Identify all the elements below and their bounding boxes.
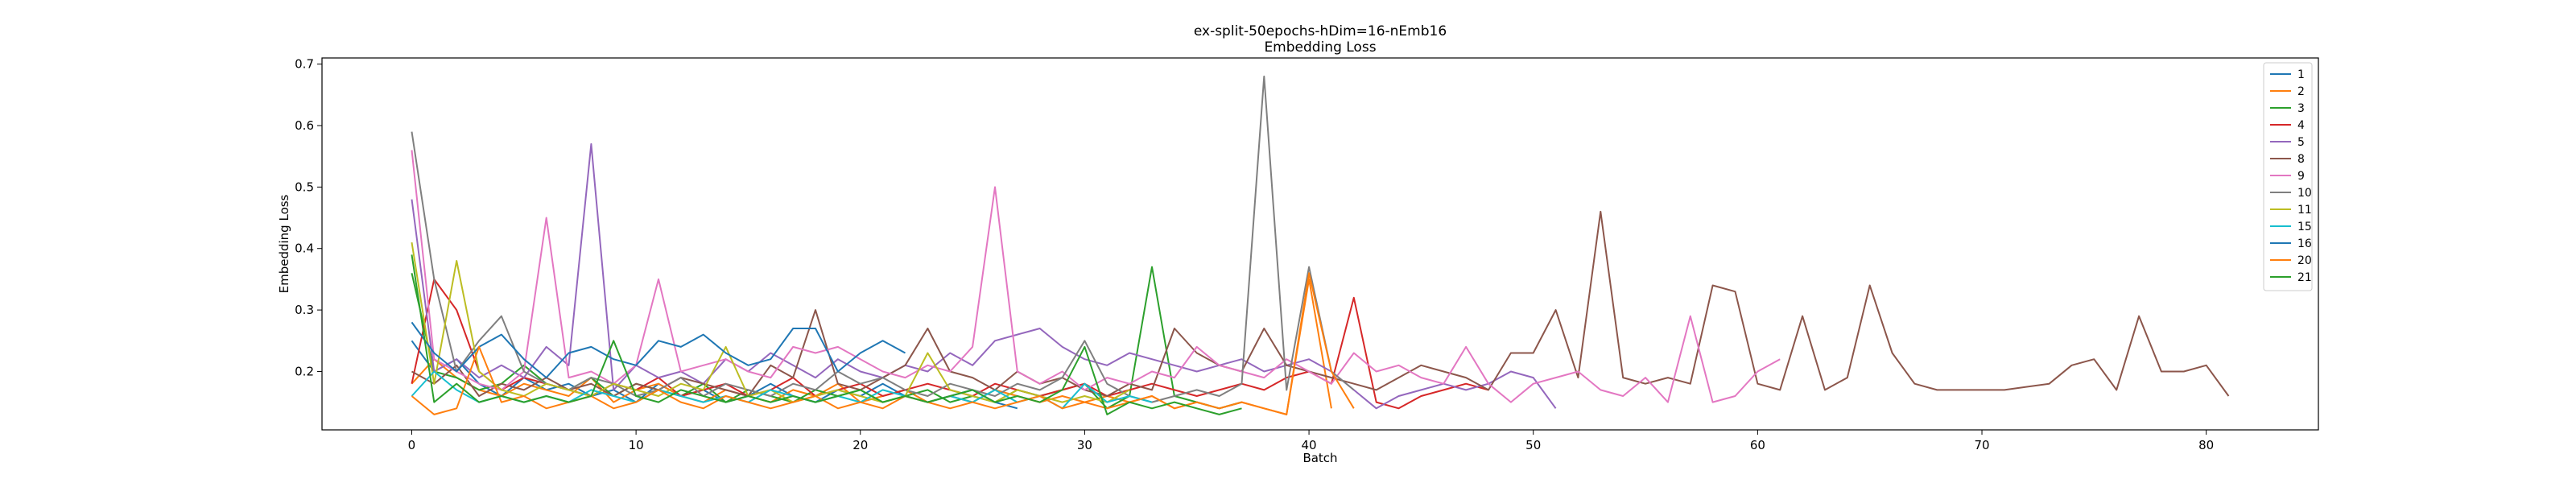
- legend-label: 2: [2297, 85, 2305, 98]
- series-line-5: [411, 142, 1557, 410]
- chart-subtitle: Embedding Loss: [1264, 39, 1376, 56]
- legend-label: 11: [2297, 204, 2312, 217]
- legend-label: 8: [2297, 153, 2305, 166]
- legend: 1 2 3 4 5 8 9 10 11 15 16 20 21: [2263, 62, 2313, 291]
- legend-label: 20: [2297, 254, 2312, 267]
- x-tick-label: 20: [852, 438, 868, 452]
- legend-label: 3: [2297, 102, 2305, 115]
- series-line-8: [411, 210, 2230, 397]
- x-tick-label: 50: [1525, 438, 1541, 452]
- series-line-21: [411, 254, 1242, 415]
- y-tick-label: 0.5: [295, 180, 314, 194]
- x-tick-label: 10: [629, 438, 644, 452]
- plot-frame: [321, 57, 2319, 431]
- x-tick-label: 70: [1974, 438, 1989, 452]
- legend-label: 5: [2297, 136, 2305, 149]
- legend-label: 15: [2297, 221, 2312, 233]
- x-axis-title: Batch: [1302, 451, 1337, 465]
- y-tick-label: 0.7: [295, 57, 314, 72]
- series-line-16: [411, 321, 906, 379]
- legend-label: 21: [2297, 271, 2312, 284]
- y-tick-label: 0.3: [295, 303, 314, 317]
- legend-label: 4: [2297, 119, 2305, 132]
- legend-label: 16: [2297, 237, 2312, 250]
- y-tick-label: 0.4: [295, 242, 314, 256]
- x-axis: 0 10 20 30 40 50 60 70 80: [408, 430, 2214, 452]
- y-axis: 0.2 0.3 0.4 0.5 0.6 0.7: [295, 57, 322, 378]
- legend-label: 1: [2297, 68, 2305, 81]
- chart-title: ex-split-50epochs-hDim=16-nEmb16: [1194, 23, 1447, 39]
- x-tick-label: 40: [1302, 438, 1317, 452]
- plot-area: [411, 75, 2230, 415]
- legend-frame: [2263, 62, 2313, 291]
- x-tick-label: 30: [1077, 438, 1092, 452]
- x-tick-label: 80: [2198, 438, 2214, 452]
- y-axis-title: Embedding Loss: [277, 194, 291, 293]
- legend-label: 9: [2297, 170, 2305, 183]
- legend-label: 10: [2297, 187, 2312, 200]
- y-tick-label: 0.2: [295, 364, 314, 378]
- y-tick-label: 0.6: [295, 118, 314, 133]
- series-line-9: [411, 150, 1781, 403]
- x-tick-label: 0: [408, 438, 416, 452]
- x-tick-label: 60: [1750, 438, 1765, 452]
